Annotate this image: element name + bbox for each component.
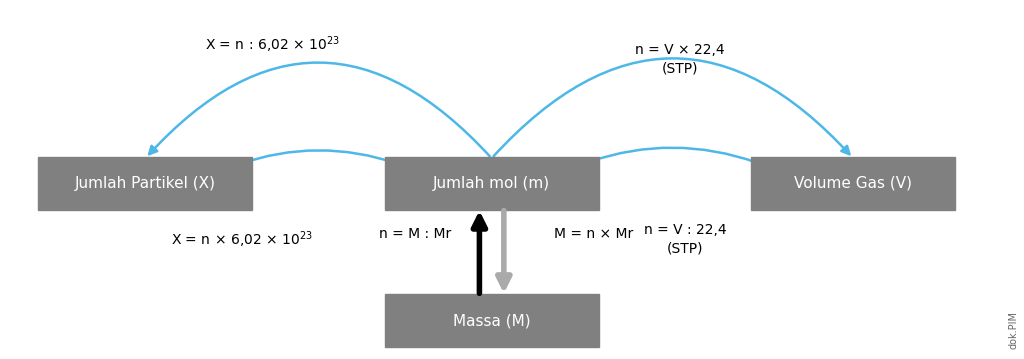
Text: dok.PIM: dok.PIM [1008, 311, 1018, 349]
FancyBboxPatch shape [385, 157, 599, 210]
FancyBboxPatch shape [752, 157, 955, 210]
Text: Jumlah Partikel (X): Jumlah Partikel (X) [75, 176, 216, 191]
Text: n = V × 22,4
(STP): n = V × 22,4 (STP) [635, 43, 725, 75]
Text: X = n × 6,02 × 10$^{23}$: X = n × 6,02 × 10$^{23}$ [171, 229, 313, 250]
Text: Jumlah mol (m): Jumlah mol (m) [433, 176, 550, 191]
Text: X = n : 6,02 × 10$^{23}$: X = n : 6,02 × 10$^{23}$ [205, 35, 340, 56]
Text: n = M : Mr: n = M : Mr [379, 227, 452, 241]
Text: Massa (M): Massa (M) [453, 313, 530, 328]
Text: n = V : 22,4
(STP): n = V : 22,4 (STP) [644, 223, 726, 256]
Text: M = n × Mr: M = n × Mr [554, 227, 633, 241]
FancyBboxPatch shape [39, 157, 252, 210]
Text: Volume Gas (V): Volume Gas (V) [795, 176, 912, 191]
FancyBboxPatch shape [385, 294, 599, 348]
